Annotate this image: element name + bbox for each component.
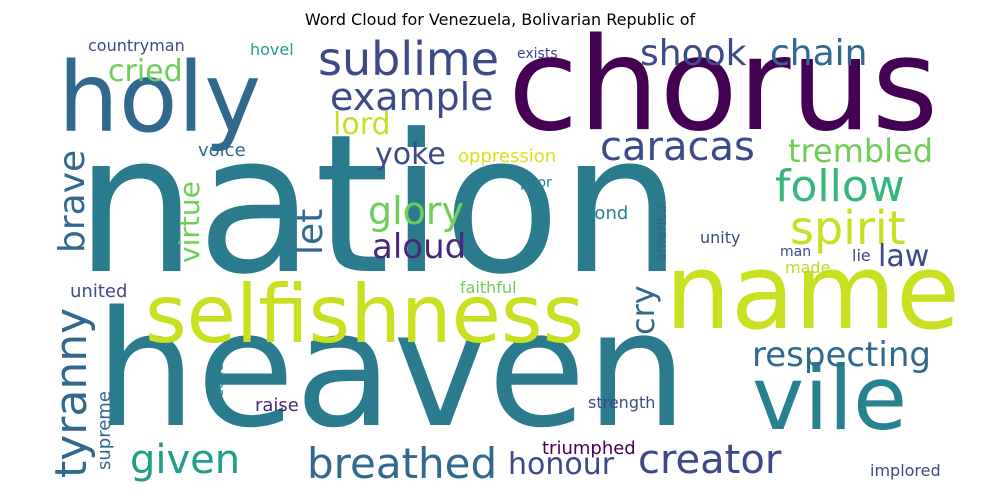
word-freedom: freedom xyxy=(211,349,227,408)
word-raise: raise xyxy=(255,395,299,416)
word-glory: glory xyxy=(368,189,465,233)
word-respecting: respecting xyxy=(752,335,931,375)
word-brave: brave xyxy=(52,149,93,253)
word-selfishness: selfishness xyxy=(145,268,585,361)
word-trembled: trembled xyxy=(788,132,934,170)
word-follow: follow xyxy=(775,161,905,212)
word-caracas: caracas xyxy=(600,124,755,170)
word-faithful: faithful xyxy=(460,278,517,297)
word-vile: vile xyxy=(752,347,908,450)
word-heaven: heaven xyxy=(95,276,688,463)
word-unity: unity xyxy=(700,228,741,247)
word-chorus: chorus xyxy=(508,11,939,160)
word-holy: holy xyxy=(58,42,262,154)
word-man: man xyxy=(780,244,812,260)
word-tyranny: tyranny xyxy=(46,307,97,478)
word-shook: shook xyxy=(640,33,747,74)
word-poor: poor xyxy=(520,175,552,191)
word-hovel: hovel xyxy=(250,40,294,59)
word-virtue: virtue xyxy=(173,181,206,263)
word-countryman: countryman xyxy=(88,36,185,55)
word-given: given xyxy=(130,437,241,483)
word-creator: creator xyxy=(638,437,782,483)
word-exists: exists xyxy=(517,46,558,62)
word-implored: implored xyxy=(870,461,941,480)
word-nation: nation xyxy=(75,94,683,317)
word-let: let xyxy=(290,208,331,255)
word-sublime: sublime xyxy=(318,32,499,86)
word-bond: bond xyxy=(583,203,629,224)
chart-title: Word Cloud for Venezuela, Bolivarian Rep… xyxy=(304,10,696,29)
word-name: name xyxy=(665,231,960,353)
word-triumphed: triumphed xyxy=(542,438,636,459)
word-honour: honour xyxy=(508,447,615,482)
word-cried: cried xyxy=(108,54,183,89)
word-supreme: supreme xyxy=(94,391,115,470)
word-aloud: aloud xyxy=(372,227,467,267)
word-breathed: breathed xyxy=(307,439,498,488)
word-law: law xyxy=(878,239,930,274)
word-spirit: spirit xyxy=(790,201,906,255)
word-cry: cry xyxy=(624,285,662,335)
word-lord: lord xyxy=(333,107,391,142)
word-lie: lie xyxy=(852,246,871,265)
word-example: example xyxy=(330,75,494,119)
word-yoke: yoke xyxy=(375,137,446,172)
word-voice: voice xyxy=(198,140,246,161)
word-oppression: oppression xyxy=(458,146,557,167)
word-strength: strength xyxy=(588,393,656,412)
word-america: america xyxy=(654,205,670,262)
word-united: united xyxy=(70,281,128,302)
word-made: made xyxy=(785,258,831,277)
word-chain: chain xyxy=(770,33,868,74)
